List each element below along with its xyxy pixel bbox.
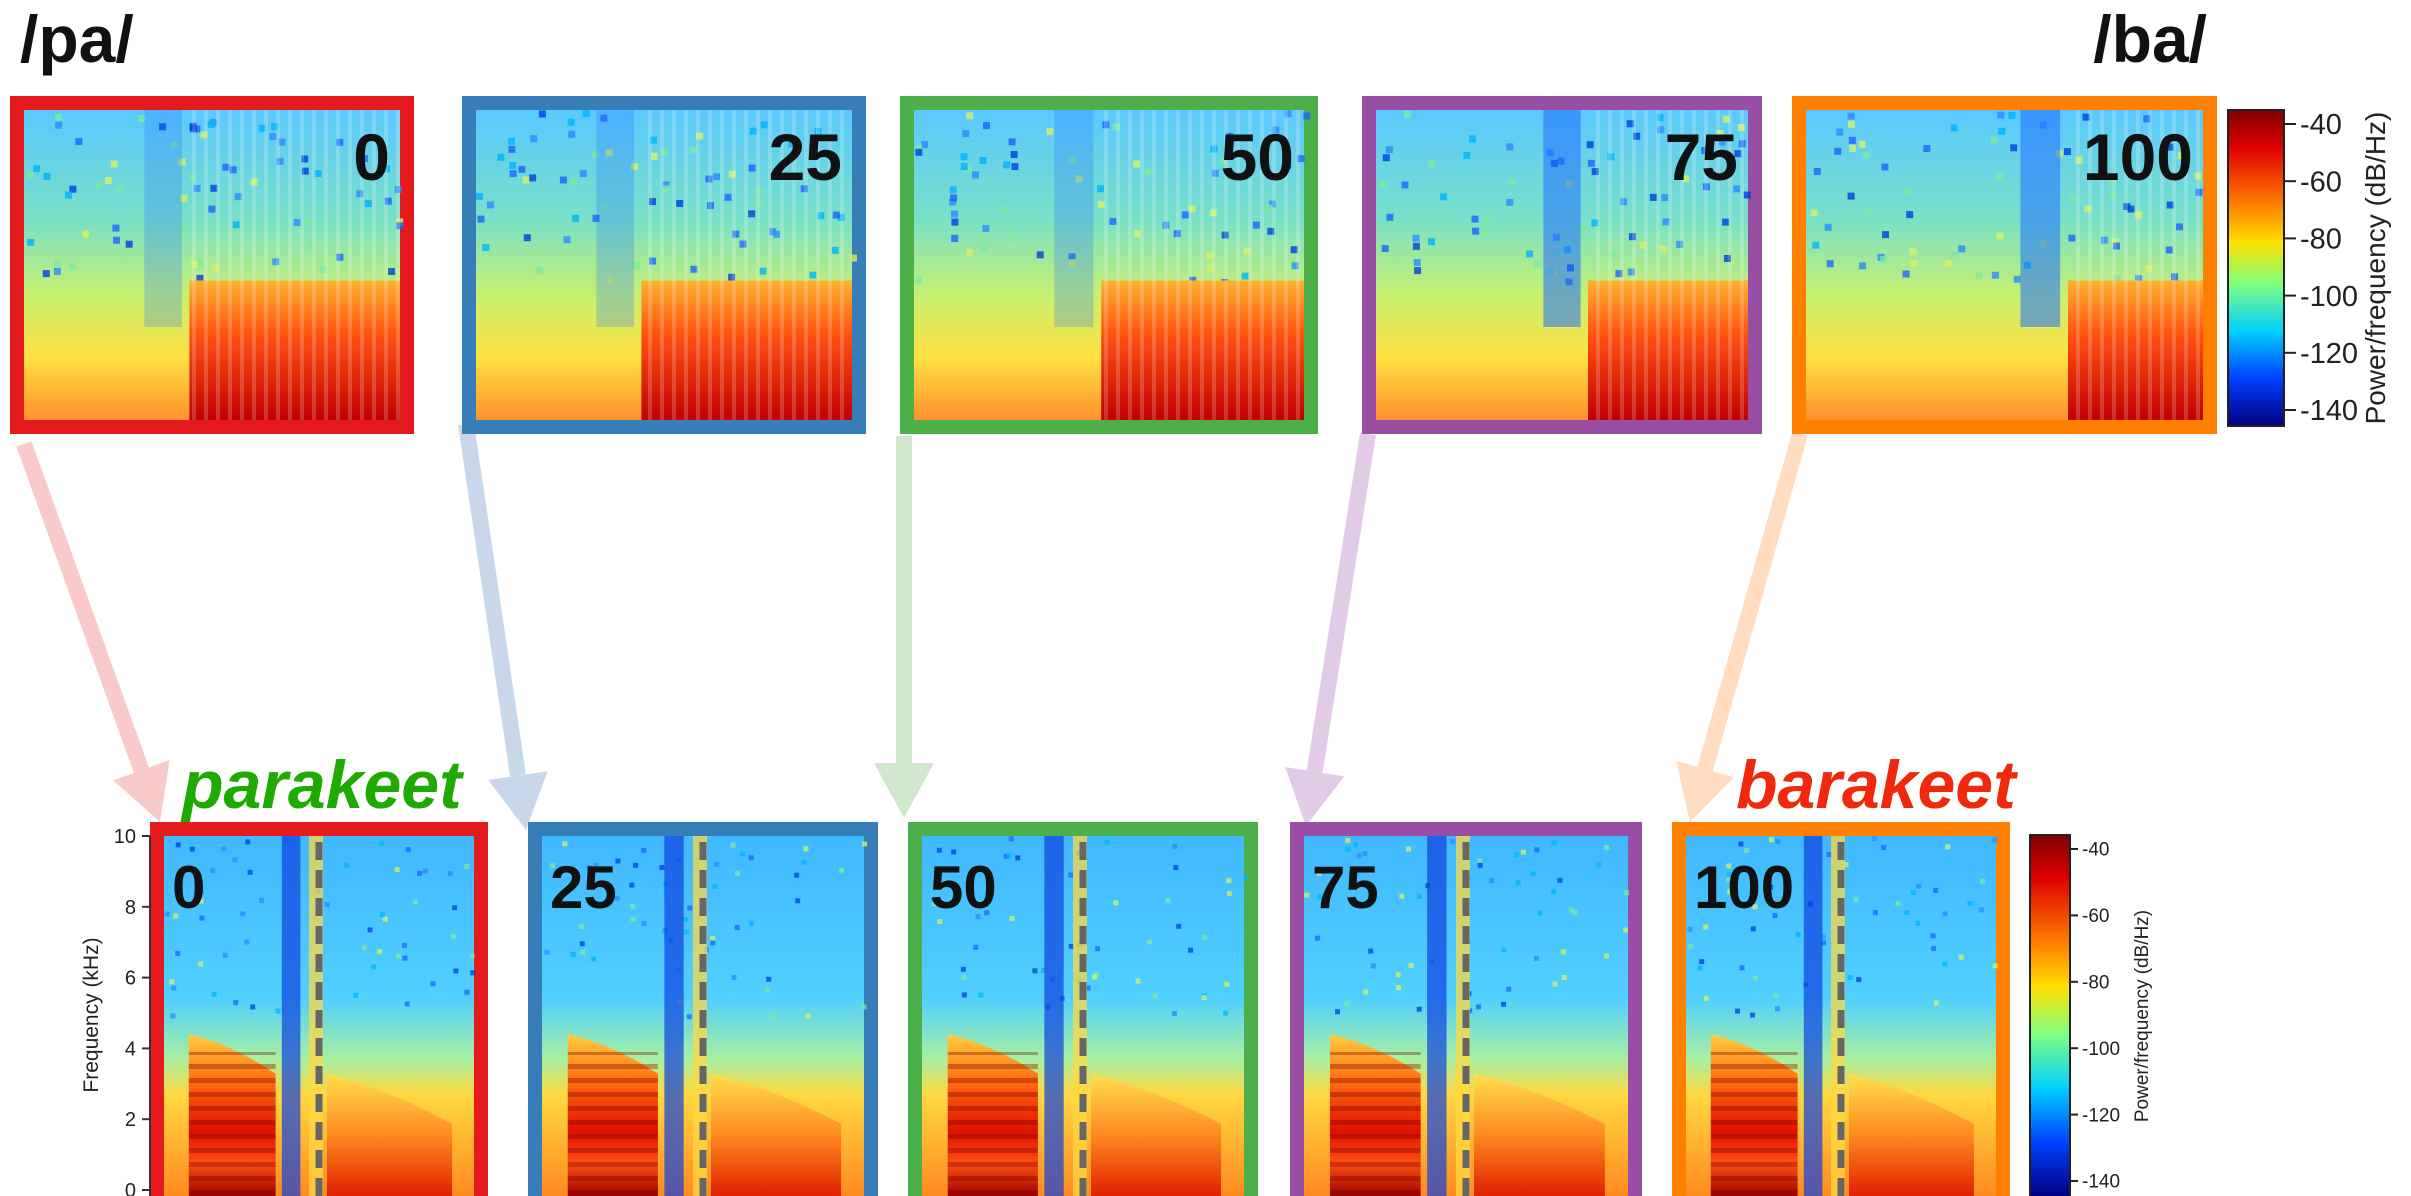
colorbar-tick-label: -120 (2082, 1105, 2120, 1126)
bottom-spectrogram-25: 25 (528, 822, 878, 1196)
frequency-tick-label: 2 (125, 1109, 136, 1131)
colorbar-tick-label: -80 (2082, 972, 2109, 993)
bottom-step-label: 75 (1312, 854, 1379, 921)
top-step-label: 100 (2083, 120, 2193, 194)
top-step-label: 50 (1221, 120, 1294, 194)
arrow-shaft-25 (458, 422, 526, 777)
top-colorbar-gradient (2227, 109, 2285, 427)
colorbar-tick-label: -60 (2082, 906, 2109, 927)
arrow-shaft-75 (1306, 432, 1376, 773)
top-step-label: 75 (1665, 120, 1738, 194)
ba-label: /ba/ (2093, 2, 2207, 76)
frequency-axis-label: Frequency (kHz) (80, 937, 103, 1092)
colorbar-tick-label: -60 (2300, 166, 2342, 198)
bottom-colorbar: -40 -60 -80 -100 -120 -140 Power/frequency (d… (2029, 834, 2153, 1196)
bottom-step-label: 25 (550, 854, 617, 921)
top-step-label: 0 (353, 120, 390, 194)
frequency-tick-label: 6 (125, 968, 136, 990)
colorbar-tick-label: -120 (2300, 338, 2358, 370)
arrow-head-50 (874, 763, 934, 818)
arrow-shaft-0 (16, 441, 149, 773)
arrow-head-25 (488, 771, 548, 830)
arrow-shaft-100 (1697, 431, 1808, 772)
colorbar-tick-label: -140 (2082, 1172, 2120, 1193)
top-spectrogram-75: 75 (1362, 96, 1762, 434)
barakeet-label: barakeet (1736, 747, 2018, 823)
top-spectrogram-row: 0 25 50 75 100 (10, 96, 2217, 434)
mapping-arrows (16, 422, 1808, 830)
frequency-tick-label: 4 (125, 1038, 136, 1060)
top-colorbar-label: Power/frequency (dB/Hz) (2360, 112, 2391, 425)
top-spectrogram-100: 100 (1792, 96, 2217, 434)
bottom-step-label: 50 (930, 854, 997, 921)
bottom-step-label: 100 (1694, 854, 1794, 921)
bottom-spectrogram-50: 50 (908, 822, 1258, 1196)
frequency-tick-label: 10 (114, 826, 136, 848)
top-spectrogram-50: 50 (900, 96, 1318, 434)
bottom-spectrogram-0: 0 (150, 822, 488, 1196)
colorbar-tick-label: -40 (2082, 840, 2109, 861)
bottom-spectrogram-row: 0 25 50 75 100 (150, 822, 2010, 1196)
bottom-colorbar-gradient (2029, 834, 2071, 1196)
arrow-head-100 (1676, 760, 1734, 822)
bottom-spectrogram-100: 100 (1672, 822, 2010, 1196)
top-colorbar: -40 -60 -80 -100 -120 -140 Power/frequency (d… (2227, 109, 2391, 427)
bottom-step-label: 0 (172, 854, 205, 921)
arrow-head-75 (1285, 767, 1345, 826)
colorbar-tick-label: -100 (2082, 1039, 2120, 1060)
parakeet-label: parakeet (180, 747, 464, 823)
pa-label: /pa/ (20, 2, 134, 76)
colorbar-tick-label: -100 (2300, 281, 2358, 313)
frequency-axis: 0 2 4 6 8 10 Frequency (kHz) (80, 826, 151, 1196)
arrow-head-0 (113, 760, 170, 822)
top-spectrogram-0: 0 (10, 96, 414, 434)
frequency-tick-label: 8 (125, 897, 136, 919)
colorbar-tick-label: -40 (2300, 109, 2342, 141)
bottom-colorbar-label: Power/frequency (dB/Hz) (2132, 910, 2153, 1122)
frequency-tick-label: 0 (125, 1180, 136, 1196)
top-spectrogram-25: 25 (462, 96, 866, 434)
colorbar-tick-label: -80 (2300, 224, 2342, 256)
top-step-label: 25 (769, 120, 842, 194)
colorbar-tick-label: -140 (2300, 395, 2358, 427)
bottom-spectrogram-75: 75 (1290, 822, 1642, 1196)
